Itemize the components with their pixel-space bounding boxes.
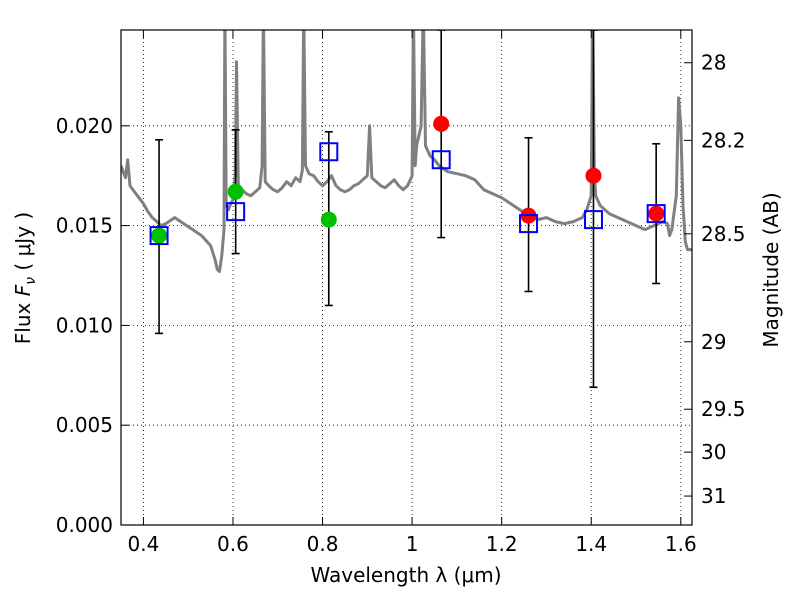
x-axis-title: Wavelength λ (μm)	[310, 563, 501, 587]
y-tick-label: 0.005	[56, 413, 113, 437]
data-point-square	[226, 202, 246, 222]
right-tick-label: 28.5	[701, 222, 746, 246]
grid	[121, 30, 692, 525]
plot-frame	[120, 29, 693, 526]
plot-area	[121, 30, 692, 525]
right-axis-title: Magnitude (AB)	[759, 192, 783, 347]
y-tick-label: 0.000	[56, 513, 113, 537]
data-point-circle	[320, 211, 337, 228]
right-tick-label: 28.2	[701, 128, 746, 152]
y-axis-title-symbol: F	[11, 284, 35, 296]
y-tick-labels: 0.000 0.005 0.010 0.015 0.020	[56, 114, 113, 537]
x-tick-label: 1.2	[486, 532, 518, 556]
data-point-square	[431, 150, 451, 170]
right-tick-label: 28	[701, 51, 726, 75]
x-tick-label: 1.6	[665, 532, 697, 556]
data-point-square	[519, 214, 539, 234]
x-tick-label: 1.4	[575, 532, 607, 556]
data-point-square	[583, 210, 603, 230]
y-axis-title-flux: Flux	[11, 302, 35, 344]
x-tick-label: 0.8	[307, 532, 339, 556]
x-tick-label: 0.4	[127, 532, 159, 556]
y-tick-label: 0.010	[56, 313, 113, 337]
data-point-circle	[585, 167, 602, 184]
right-tick-label: 29	[701, 330, 726, 354]
data-point-square	[149, 226, 169, 246]
model-spectrum-line	[121, 30, 692, 273]
y-axis-title-unit: ( μJy )	[11, 212, 35, 271]
x-tick-labels: 0.4 0.6 0.8 1 1.2 1.4 1.6	[127, 532, 696, 556]
data-point-circle	[648, 205, 665, 222]
right-tick-label: 29.5	[701, 397, 746, 421]
y-tick-label: 0.015	[56, 214, 113, 238]
x-tick-label: 0.6	[217, 532, 249, 556]
right-tick-label: 31	[701, 484, 726, 508]
data-point-circle	[151, 227, 168, 244]
marker-layer	[149, 115, 666, 246]
data-point-circle	[227, 183, 244, 200]
y-axis-title-subscript: ν	[23, 277, 39, 285]
y-tick-label: 0.020	[56, 114, 113, 138]
right-tick-labels: 28 28.2 28.5 29 29.5 30 31	[701, 51, 746, 508]
data-point-circle	[433, 115, 450, 132]
right-tick-label: 30	[701, 440, 726, 464]
x-tick-label: 1	[406, 532, 419, 556]
y-axis-title: Flux Fν ( μJy )	[11, 212, 39, 344]
data-point-square	[646, 204, 666, 224]
ticks	[121, 30, 692, 526]
model-spectrum-layer	[121, 30, 692, 273]
data-point-square	[319, 142, 339, 162]
